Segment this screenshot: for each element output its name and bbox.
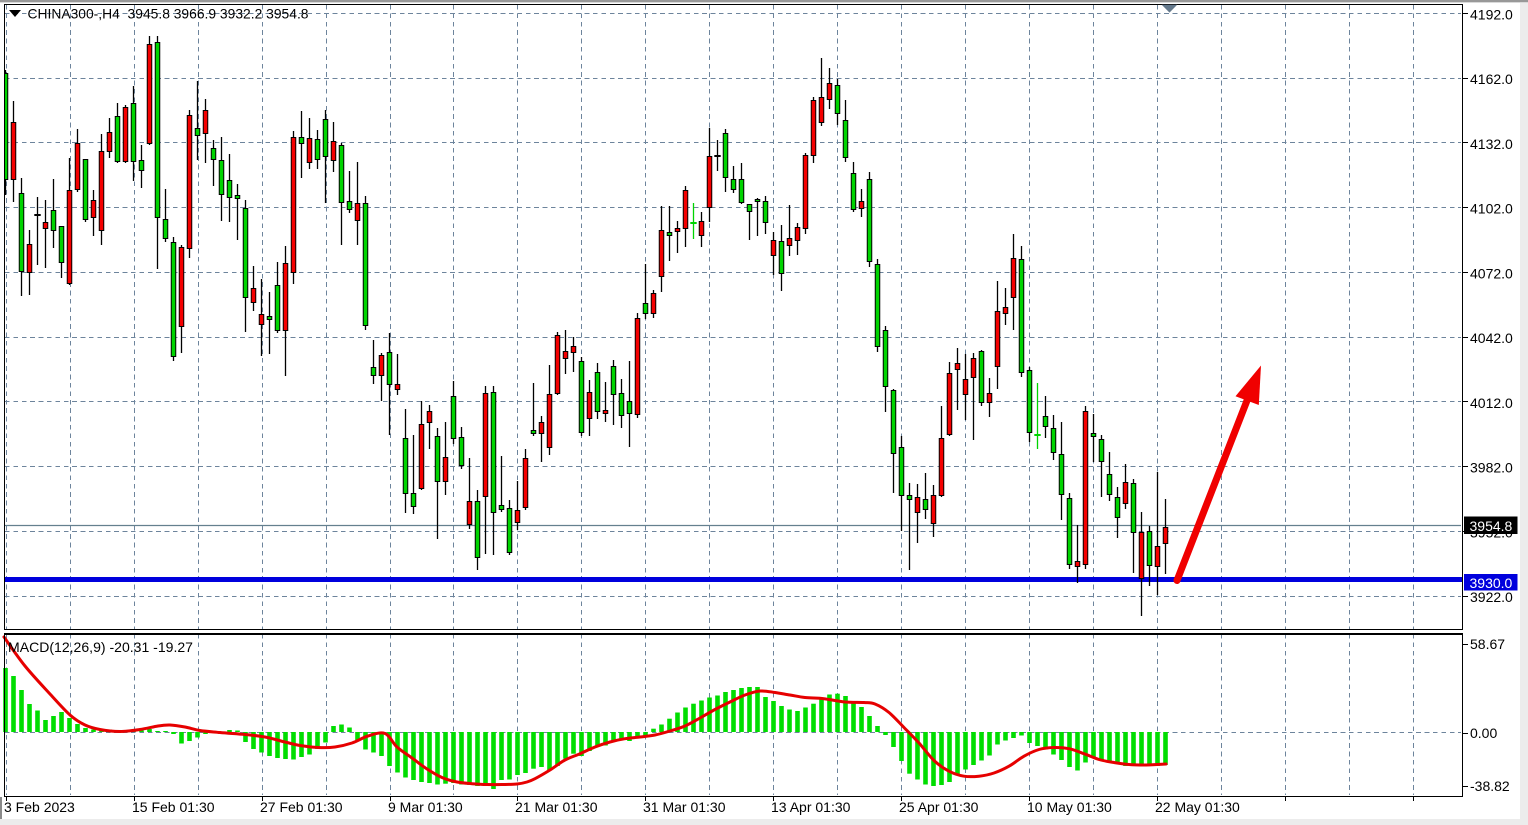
svg-text:22 May 01:30: 22 May 01:30 <box>1155 799 1240 815</box>
svg-text:13 Apr 01:30: 13 Apr 01:30 <box>771 799 851 815</box>
svg-text:3 Feb 2023: 3 Feb 2023 <box>4 799 75 815</box>
svg-text:4192.0: 4192.0 <box>1470 6 1513 22</box>
svg-text:CHINA300-,H4 3945.8 3966.9 39: CHINA300-,H4 3945.8 3966.9 3932.2 3954.8 <box>28 6 309 22</box>
svg-text:10 May 01:30: 10 May 01:30 <box>1027 799 1112 815</box>
svg-text:4162.0: 4162.0 <box>1470 71 1513 87</box>
svg-text:15 Feb 01:30: 15 Feb 01:30 <box>132 799 215 815</box>
svg-text:3930.0: 3930.0 <box>1470 575 1513 591</box>
svg-text:9 Mar 01:30: 9 Mar 01:30 <box>388 799 463 815</box>
svg-text:4072.0: 4072.0 <box>1470 265 1513 281</box>
svg-text:-38.82: -38.82 <box>1470 778 1510 794</box>
svg-text:MACD(12,26,9) -20.31 -19.27: MACD(12,26,9) -20.31 -19.27 <box>8 639 193 655</box>
svg-text:3922.0: 3922.0 <box>1470 589 1513 605</box>
svg-text:25 Apr 01:30: 25 Apr 01:30 <box>899 799 979 815</box>
svg-text:27 Feb 01:30: 27 Feb 01:30 <box>260 799 343 815</box>
svg-text:4102.0: 4102.0 <box>1470 201 1513 217</box>
svg-text:58.67: 58.67 <box>1470 636 1505 652</box>
svg-text:3954.8: 3954.8 <box>1470 518 1513 534</box>
svg-text:3982.0: 3982.0 <box>1470 460 1513 476</box>
svg-text:31 Mar 01:30: 31 Mar 01:30 <box>643 799 726 815</box>
svg-text:0.00: 0.00 <box>1470 725 1497 741</box>
svg-text:4012.0: 4012.0 <box>1470 395 1513 411</box>
svg-text:4042.0: 4042.0 <box>1470 330 1513 346</box>
svg-text:21 Mar 01:30: 21 Mar 01:30 <box>515 799 598 815</box>
svg-text:4132.0: 4132.0 <box>1470 136 1513 152</box>
